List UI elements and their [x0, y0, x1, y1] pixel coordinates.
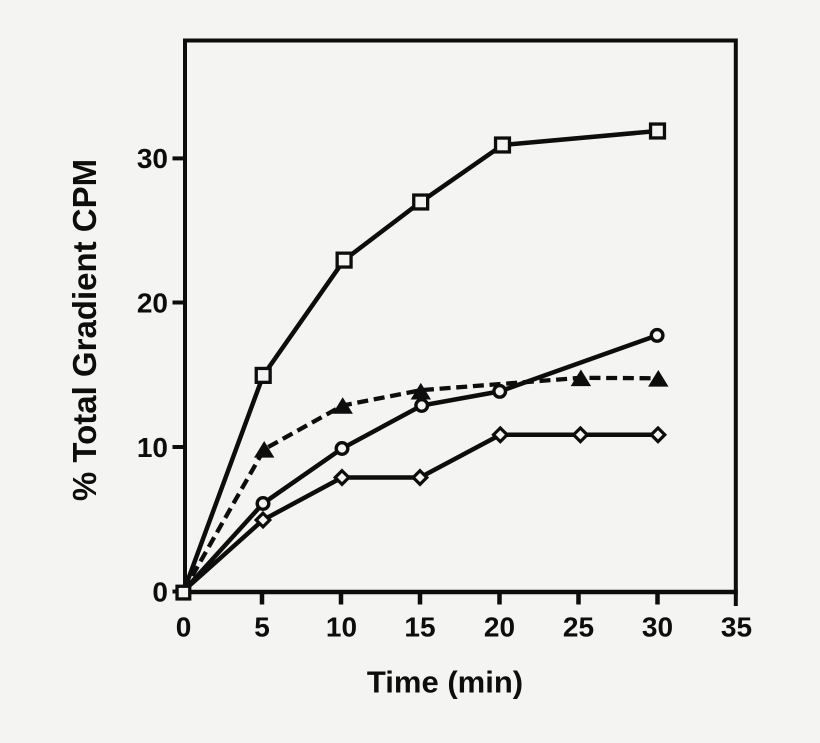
svg-text:20: 20	[137, 287, 168, 318]
svg-text:25: 25	[563, 612, 594, 643]
svg-text:10: 10	[326, 612, 357, 643]
svg-text:35: 35	[721, 612, 752, 643]
svg-text:30: 30	[137, 143, 168, 174]
svg-text:% Total Gradient CPM: % Total Gradient CPM	[66, 159, 103, 501]
svg-text:20: 20	[484, 612, 515, 643]
svg-text:0: 0	[176, 612, 192, 643]
svg-text:0: 0	[152, 576, 168, 607]
svg-text:5: 5	[254, 612, 270, 643]
svg-text:15: 15	[404, 612, 435, 643]
svg-text:10: 10	[137, 432, 168, 463]
svg-text:Time (min): Time (min)	[367, 665, 523, 700]
svg-text:30: 30	[642, 612, 673, 643]
